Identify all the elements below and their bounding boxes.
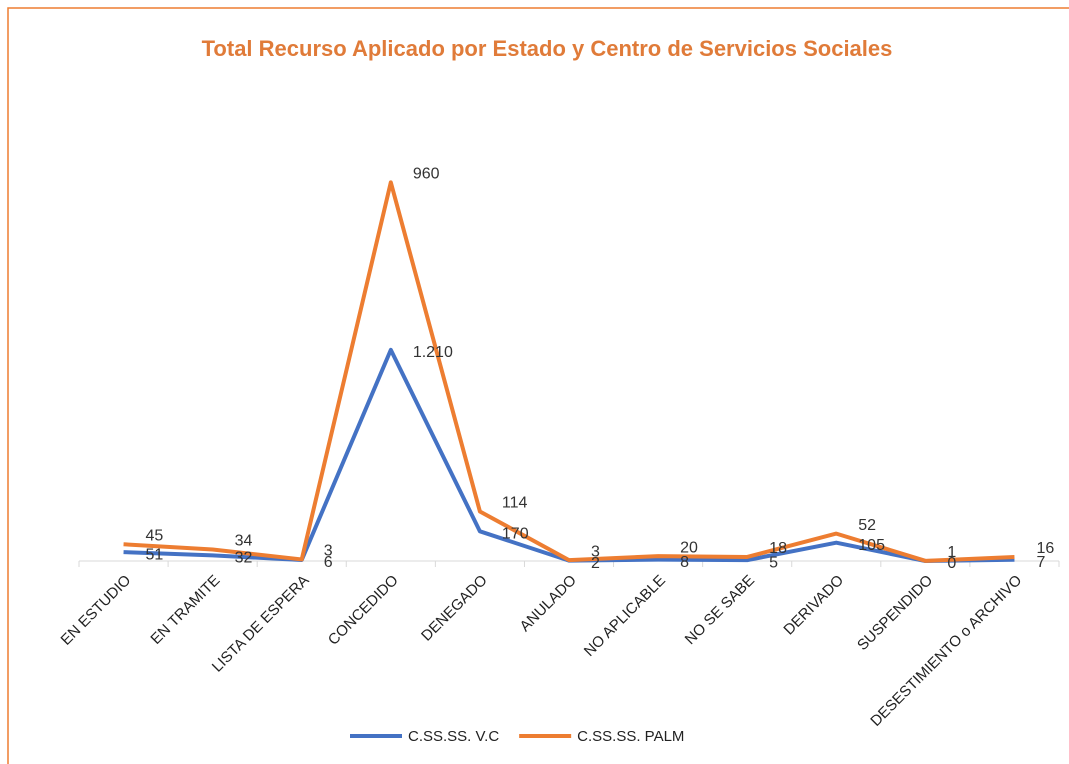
x-tick-label: DESESTIMIENTO o ARCHIVO [867,572,1025,730]
chart-title: Total Recurso Aplicado por Estado y Cent… [201,36,893,61]
data-label: 18 [769,540,787,557]
data-label: 45 [146,527,164,544]
series-line [123,180,1015,563]
data-label: 0 [947,555,956,572]
x-tick-label: EN TRAMITE [147,572,223,648]
x-tick-label: ANULADO [517,572,580,635]
data-label: 114 [502,495,528,512]
data-label: 20 [680,539,698,556]
data-label: 960 [413,166,440,183]
x-tick-label: CONCEDIDO [325,572,402,649]
data-label: 34 [235,533,253,550]
data-label: 1 [947,544,956,561]
chart-border [7,7,1069,764]
x-tick-label: DERIVADO [780,572,847,639]
data-label: 1.210 [413,344,453,361]
data-label: 16 [1036,540,1054,557]
legend-label: C.SS.SS. PALM [577,728,684,745]
data-label: 170 [502,526,529,543]
x-tick-label: LISTA DE ESPERA [209,572,313,676]
legend-label: C.SS.SS. V.C [408,728,499,745]
data-label: 51 [146,546,164,563]
x-tick-label: EN ESTUDIO [58,572,135,649]
data-label: 3 [324,543,333,560]
data-label: 105 [858,537,885,554]
data-label: 2 [591,555,600,572]
data-label: 5 [769,554,778,571]
x-tick-label: NO APLICABLE [581,572,669,660]
x-tick-label: SUSPENDIDO [854,572,936,654]
data-label: 32 [235,550,253,567]
x-tick-label: DENEGADO [418,572,491,645]
series-line [123,347,1015,563]
data-label: 3 [591,543,600,560]
data-label: 52 [858,517,876,534]
data-label: 7 [1036,554,1045,571]
data-label: 6 [324,554,333,571]
data-label: 8 [680,554,689,571]
x-tick-label: NO SE SABE [682,572,758,648]
